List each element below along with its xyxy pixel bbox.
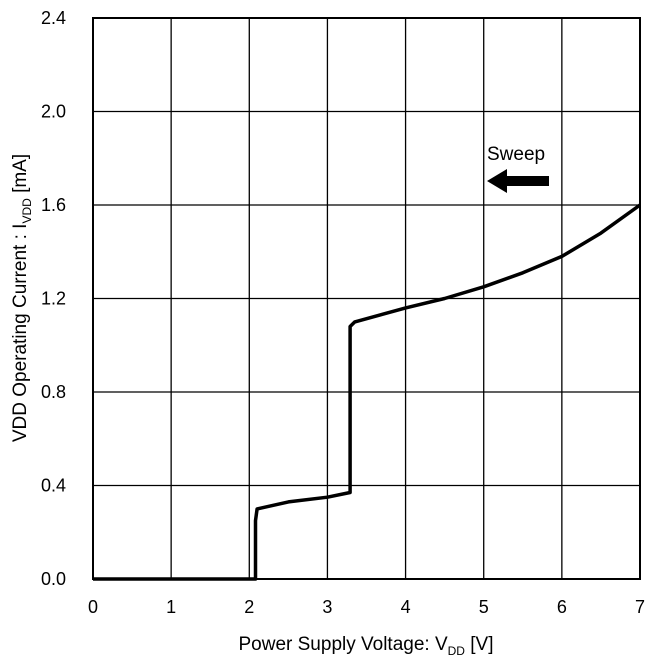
y-tick-label: 0.0	[41, 569, 66, 589]
y-axis-label: VDD Operating Current : IVDD [mA]	[10, 154, 34, 442]
x-axis-label: Power Supply Voltage: VDD [V]	[239, 634, 494, 658]
x-tick-label: 6	[557, 597, 567, 617]
y-tick-label: 2.4	[41, 8, 66, 28]
y-tick-label: 1.2	[41, 289, 66, 309]
y-tick-label: 0.8	[41, 382, 66, 402]
x-tick-label: 4	[401, 597, 411, 617]
x-tick-labels: 0 1 2 3 4 5 6 7	[88, 597, 645, 617]
y-tick-labels: 0.0 0.4 0.8 1.2 1.6 2.0 2.4	[41, 8, 66, 589]
plot-area-frame	[92, 17, 641, 580]
sweep-annotation: Sweep	[487, 144, 545, 165]
grid	[92, 17, 641, 580]
series-line-current	[93, 203, 642, 581]
y-tick-label: 0.4	[41, 476, 66, 496]
sweep-arrow-icon	[487, 169, 549, 193]
x-tick-label: 0	[88, 597, 98, 617]
x-tick-label: 1	[166, 597, 176, 617]
y-tick-label: 2.0	[41, 102, 66, 122]
x-tick-label: 2	[244, 597, 254, 617]
x-tick-label: 5	[479, 597, 489, 617]
x-tick-label: 7	[635, 597, 645, 617]
x-tick-label: 3	[322, 597, 332, 617]
y-tick-label: 1.6	[41, 195, 66, 215]
